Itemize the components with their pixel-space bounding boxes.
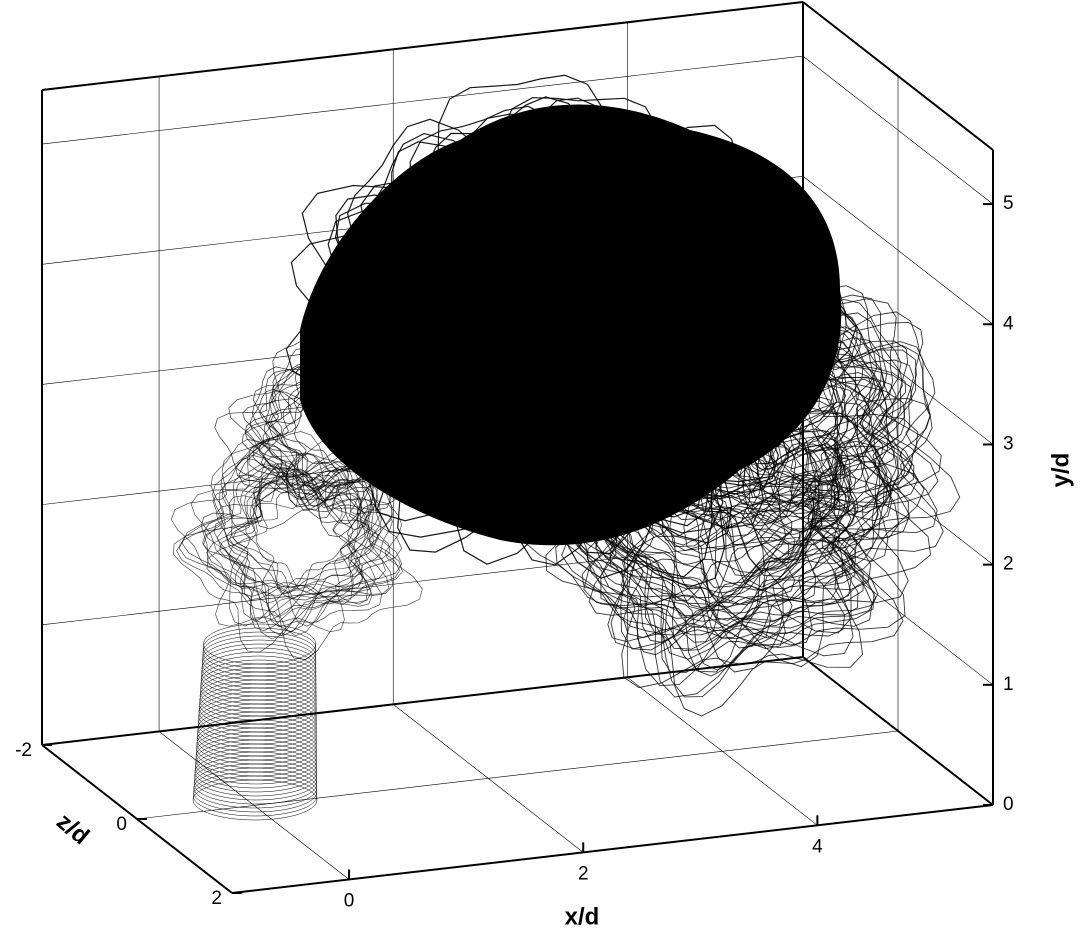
axis-edge (232, 805, 993, 893)
z-tick-label: 0 (116, 814, 127, 835)
y-tick-label: 5 (1003, 193, 1014, 214)
z-axis-title: z/d (51, 808, 94, 850)
y-tick-label: 3 (1003, 433, 1014, 454)
chart: x/d y/d z/d 0 2 4 0 1 2 3 4 5 -2 0 2 (0, 0, 1086, 939)
x-tick-label: 2 (578, 863, 589, 884)
y-tick-label: 4 (1003, 313, 1014, 334)
axis-edge (42, 2, 803, 90)
y-tick-label: 0 (1003, 794, 1014, 815)
y-axis-title: y/d (1047, 453, 1074, 488)
y-tick-label: 2 (1003, 554, 1014, 575)
x-tick-label: 4 (812, 836, 823, 857)
z-tick-label: 2 (211, 888, 222, 909)
y-tick-label: 1 (1003, 674, 1014, 695)
z-tick-label: -2 (15, 740, 32, 761)
streamlines (171, 75, 959, 820)
x-axis-title: x/d (565, 903, 600, 930)
x-tick-label: 0 (344, 890, 355, 911)
grid-line (42, 537, 803, 625)
